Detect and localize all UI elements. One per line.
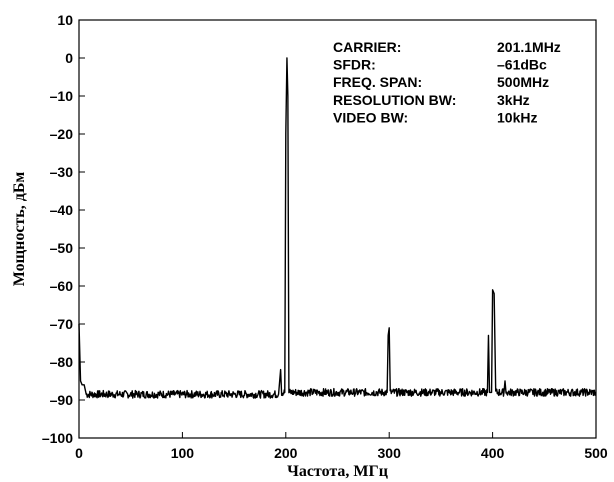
y-tick-label: –30	[50, 164, 74, 180]
y-tick-label: –40	[50, 202, 74, 218]
y-tick-label: 0	[65, 50, 73, 66]
annotation-value: 3kHz	[497, 92, 530, 108]
y-tick-label: –10	[50, 88, 74, 104]
y-tick-label: –60	[50, 278, 74, 294]
y-axis-title: Мощность, дБм	[11, 172, 28, 287]
x-axis-title: Частота, МГц	[287, 463, 388, 480]
annotation-label: VIDEO BW:	[333, 109, 408, 125]
y-tick-label: –100	[42, 430, 73, 446]
annotation-label: FREQ. SPAN:	[333, 74, 422, 90]
x-tick-label: 300	[378, 445, 402, 461]
y-tick-label: –80	[50, 354, 74, 370]
annotation-value: –61dBc	[497, 57, 547, 73]
annotation-label: CARRIER:	[333, 39, 401, 55]
x-tick-label: 100	[171, 445, 195, 461]
annotation-block: CARRIER: 201.1MHz SFDR: –61dBc FREQ. SPAN: 50…	[333, 39, 561, 125]
annotation-value: 10kHz	[497, 109, 537, 125]
plot-frame	[78, 19, 597, 439]
y-tick-label: –70	[50, 316, 74, 332]
series-layer	[78, 57, 597, 399]
x-tick-label: 200	[274, 445, 298, 461]
y-tick-label: –50	[50, 240, 74, 256]
plot-area	[78, 19, 597, 439]
annotation-label: SFDR:	[333, 57, 376, 73]
y-axis-ticks: 10 0 –10 –20 –30 –40 –50 –60 –70 –80 –90 –100	[42, 12, 85, 446]
annotation-label: RESOLUTION BW:	[333, 92, 456, 108]
x-tick-label: 400	[481, 445, 505, 461]
annotation-value: 500MHz	[497, 74, 549, 90]
annotation-value: 201.1MHz	[497, 39, 561, 55]
spectrum-trace	[78, 57, 597, 399]
x-tick-label: 500	[584, 445, 608, 461]
x-tick-label: 0	[75, 445, 83, 461]
y-tick-label: –90	[50, 392, 74, 408]
x-axis-ticks: 0 100 200 300 400 500	[75, 432, 608, 461]
y-tick-label: –20	[50, 126, 74, 142]
y-tick-label: 10	[57, 12, 73, 28]
